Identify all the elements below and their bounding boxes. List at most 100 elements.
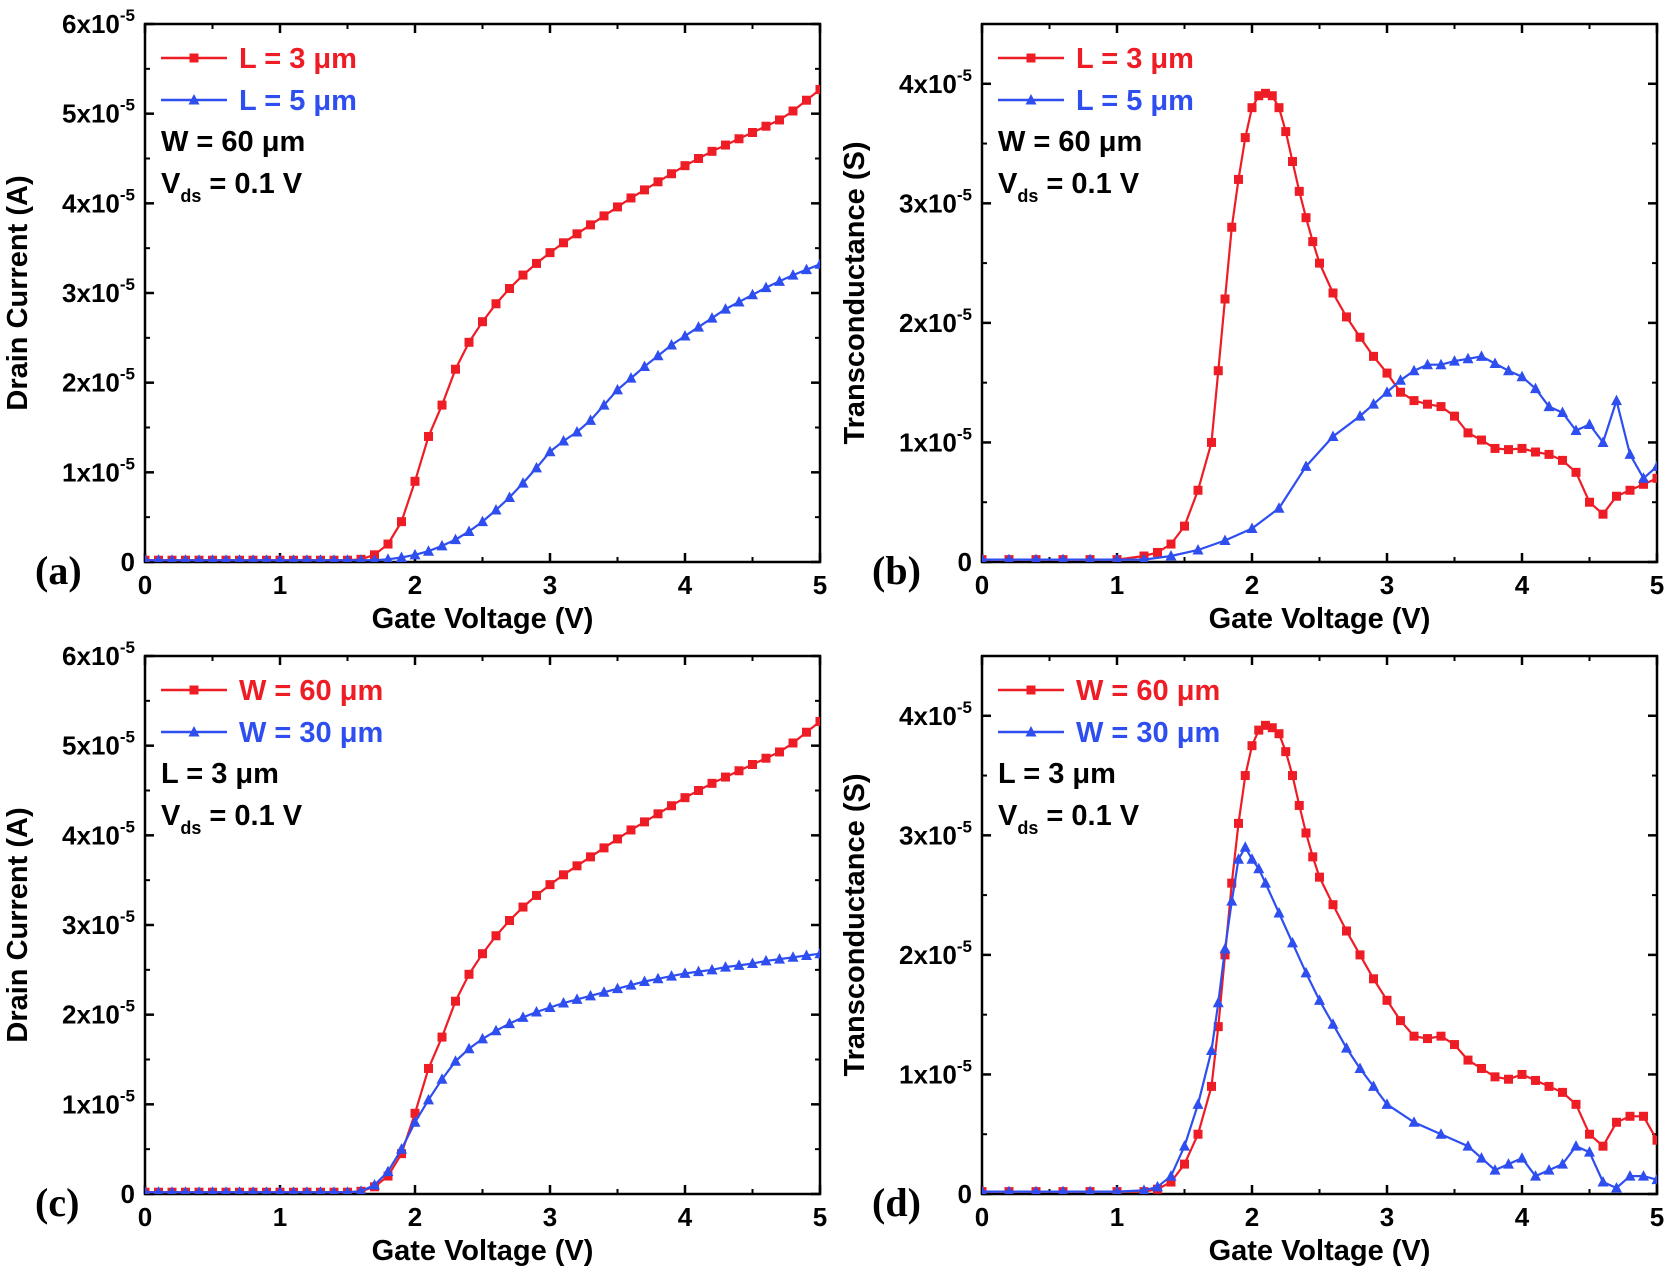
series-2	[982, 841, 1657, 1194]
data-point	[221, 1186, 231, 1194]
legend-marker	[1026, 685, 1036, 695]
data-point	[1517, 1069, 1527, 1079]
data-point	[1192, 544, 1204, 555]
data-point	[382, 1165, 394, 1177]
y-tick-label: 6x10-5	[62, 638, 135, 671]
data-point	[544, 1001, 556, 1012]
data-point	[423, 1093, 434, 1105]
x-tick-label: 5	[813, 570, 827, 600]
data-point	[558, 997, 569, 1008]
data-point	[289, 554, 298, 562]
data-point	[356, 1185, 366, 1194]
data-point	[1247, 741, 1257, 751]
panel-label: (b)	[872, 548, 921, 593]
data-point	[734, 134, 744, 144]
x-axis-title: Gate Voltage (V)	[372, 603, 594, 635]
x-tick-label: 3	[1380, 570, 1394, 600]
data-point	[586, 852, 595, 862]
data-point	[1651, 460, 1657, 471]
legend-label: L = 5 μm	[1076, 85, 1194, 117]
data-point	[491, 299, 501, 309]
data-point	[1612, 1117, 1621, 1127]
data-point	[707, 778, 717, 788]
data-point	[1246, 853, 1258, 864]
panel-label: (a)	[35, 548, 82, 593]
data-point	[1085, 553, 1095, 562]
data-point	[1409, 1031, 1419, 1041]
data-point	[410, 476, 420, 486]
data-point	[1234, 818, 1243, 828]
data-point	[1584, 1146, 1595, 1157]
data-point	[1557, 1158, 1568, 1169]
data-point	[208, 1186, 217, 1194]
data-point	[801, 263, 812, 275]
data-point	[1531, 447, 1540, 457]
data-point	[262, 1186, 271, 1194]
legend-label: W = 60 μm	[239, 675, 383, 707]
data-point	[1611, 394, 1622, 406]
data-point	[1435, 1128, 1447, 1139]
data-point	[666, 339, 677, 350]
x-tick-label: 5	[1650, 1202, 1664, 1232]
data-point	[571, 993, 583, 1004]
legend-marker	[189, 53, 199, 63]
data-point	[1543, 1164, 1555, 1175]
data-point	[1381, 386, 1393, 397]
data-point	[1308, 237, 1318, 247]
data-point	[1570, 424, 1582, 435]
data-point	[531, 1005, 542, 1017]
data-point	[1597, 1176, 1609, 1187]
y-axis-title: Drain Current (A)	[2, 807, 34, 1042]
data-point	[1652, 1135, 1657, 1145]
data-point	[518, 902, 528, 912]
y-tick-label: 4x10-5	[899, 698, 972, 731]
data-point	[613, 202, 622, 212]
data-point	[1368, 1080, 1379, 1091]
x-tick-label: 5	[1650, 570, 1664, 600]
annotation: Vds = 0.1 V	[161, 168, 303, 206]
legend-marker	[188, 94, 200, 105]
x-tick-label: 0	[975, 570, 989, 600]
data-point	[1516, 1152, 1528, 1163]
data-point	[679, 330, 691, 341]
data-point	[1261, 88, 1270, 98]
x-axis-title: Gate Voltage (V)	[1209, 603, 1431, 635]
data-point	[1558, 1087, 1567, 1097]
legend-label: W = 30 μm	[1076, 717, 1220, 749]
data-point	[1624, 448, 1636, 459]
data-point	[145, 554, 150, 562]
data-point	[1396, 387, 1405, 397]
data-point	[559, 870, 568, 880]
data-point	[397, 517, 406, 527]
x-axis-title: Gate Voltage (V)	[372, 1235, 594, 1267]
data-point	[667, 801, 676, 811]
data-point	[478, 949, 487, 959]
data-point	[262, 554, 271, 562]
data-point	[504, 1017, 515, 1029]
data-point	[248, 554, 258, 562]
data-point	[1382, 368, 1392, 378]
data-point	[747, 288, 758, 300]
data-point	[761, 121, 771, 131]
data-point	[598, 399, 610, 410]
data-point	[1301, 828, 1311, 838]
data-point	[1281, 747, 1291, 757]
chart-panel-3: 0 1 2 3 4 5 0 1x10-5 2x10-5 3x10-5 4x10-5 5x10-5 6x1…	[2, 638, 827, 1267]
series-1	[982, 720, 1657, 1194]
data-point	[1396, 1016, 1405, 1026]
data-point	[518, 270, 528, 280]
data-point	[1031, 553, 1041, 562]
x-tick-label: 2	[408, 570, 422, 600]
y-tick-label: 4x10-5	[899, 66, 972, 99]
data-point	[1638, 472, 1649, 483]
data-point	[774, 953, 785, 964]
data-point	[1477, 1063, 1486, 1073]
data-point	[329, 1186, 339, 1194]
data-point	[302, 554, 312, 562]
data-point	[437, 1032, 447, 1042]
data-point	[235, 1186, 244, 1194]
data-point	[1227, 878, 1237, 888]
data-point	[694, 154, 703, 163]
data-point	[1625, 1111, 1635, 1121]
